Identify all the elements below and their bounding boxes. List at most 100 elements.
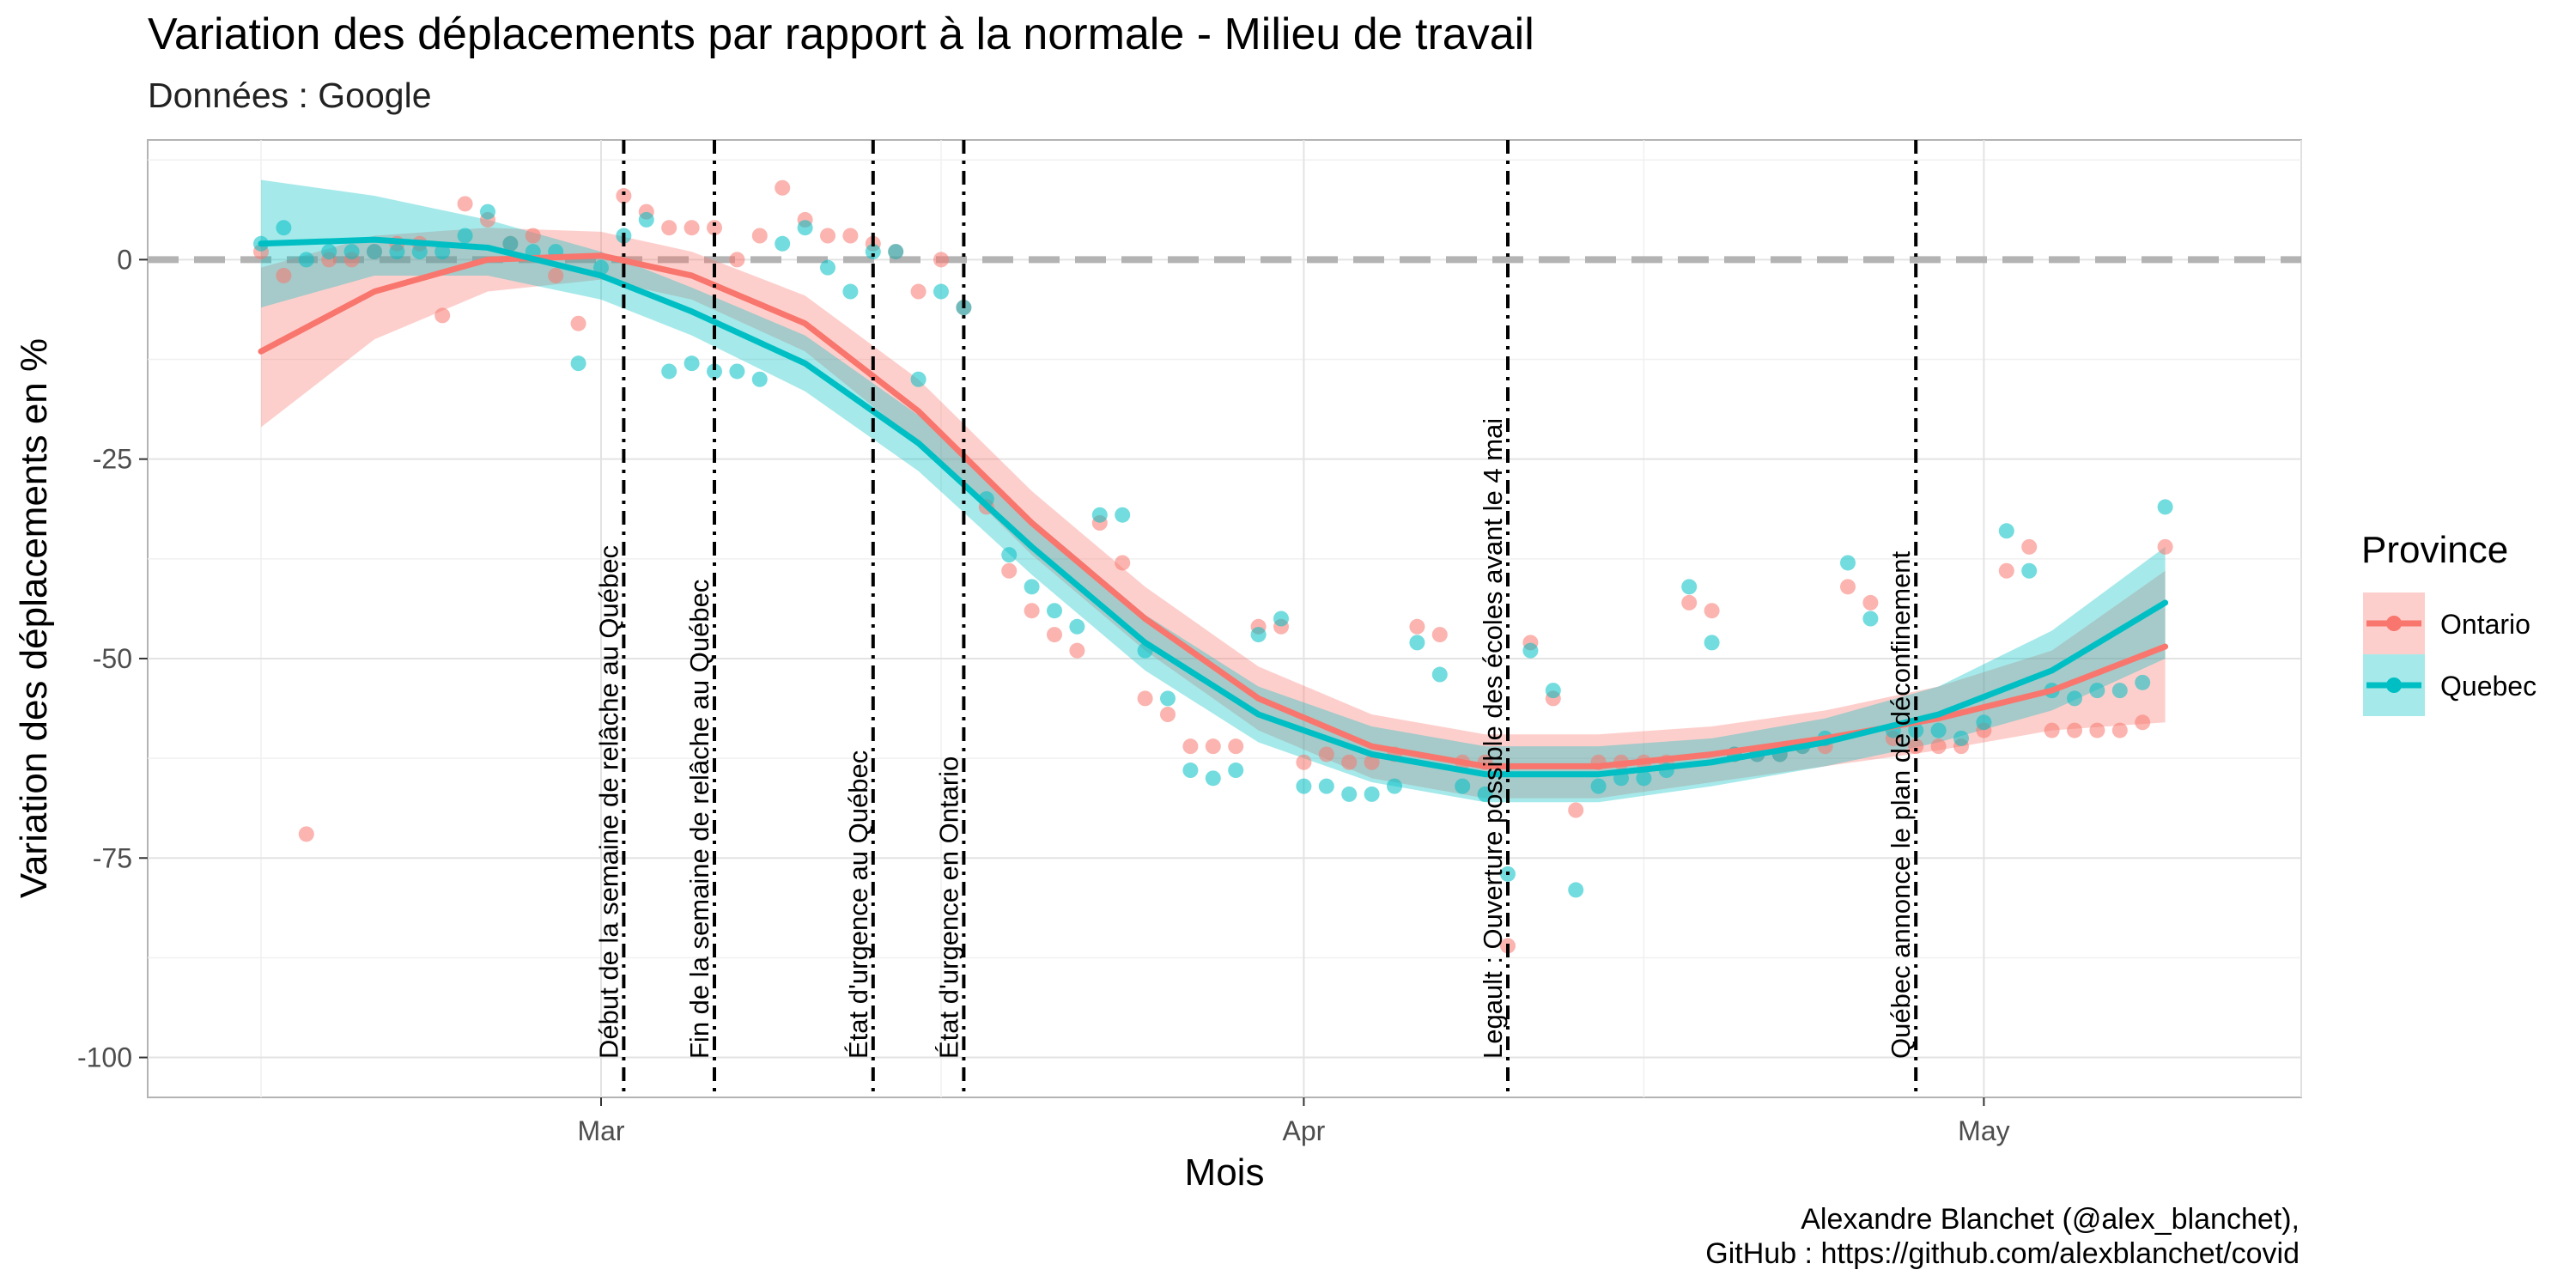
legend: Province Ontario Quebec [2361,529,2537,716]
event-label: Fin de la semaine de relâche au Québec [684,580,714,1059]
data-point-quebec [1091,507,1108,523]
data-point-quebec [2021,562,2038,579]
data-point-ontario [570,315,586,331]
data-point-ontario [1205,738,1221,755]
data-point-quebec [1160,690,1176,707]
data-point-ontario [729,252,745,268]
data-point-quebec [1115,507,1131,523]
x-axis-ticks: Mar Apr May [577,1097,2010,1146]
data-point-quebec [298,252,314,268]
data-point-quebec [1636,770,1652,787]
data-point-ontario [707,220,722,236]
data-point-ontario [1364,754,1380,770]
x-tick-label: Apr [1283,1115,1326,1146]
data-point-ontario [1431,627,1448,643]
data-point-quebec [842,283,859,300]
mobility-chart: Début de la semaine de relâche au Québec… [13,139,2537,1194]
data-point-quebec [367,244,382,260]
data-point-quebec [1431,666,1448,683]
data-point-ontario [842,228,859,244]
data-point-quebec [865,244,881,260]
x-axis-label: Mois [1185,1151,1265,1194]
data-point-quebec [1455,778,1471,794]
caption-source: GitHub : https://github.com/alexblanchet… [1705,1237,2300,1270]
y-tick-label: -75 [93,842,132,873]
data-point-ontario [1228,738,1244,755]
data-point-quebec [2135,674,2151,690]
data-point-ontario [457,196,473,212]
data-point-quebec [707,363,722,380]
data-point-quebec [933,283,949,300]
data-point-ontario [2021,538,2038,555]
data-point-ontario [1069,642,1085,659]
data-point-quebec [321,244,337,260]
legend-point-ontario [2386,616,2402,631]
data-point-quebec [797,220,813,236]
legend-label-quebec: Quebec [2440,671,2537,702]
y-axis-label: Variation des déplacements en % [13,338,55,898]
chart-caption: Alexandre Blanchet (@alex_blanchet), Git… [1705,1202,2300,1271]
data-point-quebec [1681,579,1698,595]
data-point-quebec [661,363,677,380]
chart-title: Variation des déplacements par rapport à… [148,9,1534,59]
data-point-quebec [1047,603,1062,619]
data-point-ontario [1296,754,1312,770]
data-point-ontario [276,267,292,283]
data-point-quebec [1522,642,1539,659]
data-point-quebec [457,228,473,244]
data-point-quebec [343,244,360,260]
data-point-ontario [1862,594,1879,611]
event-label: État d'urgence en Ontario [933,756,963,1059]
data-point-ontario [2135,714,2151,731]
event-lines: Début de la semaine de relâche au Québec… [593,140,1918,1097]
event-label: Legault : Ouverture possible des écoles … [1478,418,1508,1059]
data-point-quebec [820,259,835,276]
data-point-quebec [1590,778,1607,794]
y-tick-label: -50 [93,643,132,674]
data-point-ontario [1409,618,1425,635]
data-point-quebec [1364,786,1380,802]
data-point-ontario [2067,722,2082,738]
data-point-quebec [751,371,768,387]
data-point-quebec [1273,611,1289,627]
data-point-ontario [1840,579,1856,595]
data-point-quebec [1296,778,1312,794]
grid-major [148,140,2301,1097]
data-point-quebec [1998,523,2014,539]
data-point-quebec [570,355,586,372]
data-point-ontario [2044,722,2060,738]
data-point-quebec [2111,683,2128,699]
data-point-quebec [1250,627,1267,643]
data-point-quebec [434,244,451,260]
data-point-ontario [1908,738,1924,755]
data-point-quebec [1862,611,1879,627]
smoothed-fit-lines [258,236,2169,778]
data-point-quebec [1341,786,1358,802]
data-point-ontario [434,307,451,324]
data-point-ontario [616,188,632,204]
data-point-quebec [2067,690,2082,707]
data-point-quebec [411,244,428,260]
event-label: État d'urgence au Québec [843,750,873,1059]
y-tick-label: -100 [77,1042,132,1073]
legend-point-quebec [2386,677,2402,693]
data-point-ontario [1115,555,1131,571]
data-point-quebec [1840,555,1856,571]
data-point-quebec [1001,547,1018,563]
data-point-quebec [389,244,405,260]
data-point-ontario [751,228,768,244]
data-point-quebec [1409,635,1425,651]
data-point-ontario [548,267,564,283]
data-point-quebec [1069,618,1085,635]
data-point-quebec [888,244,904,260]
data-point-ontario [1318,746,1334,762]
data-point-quebec [1182,762,1199,779]
data-point-ontario [1160,707,1176,722]
legend-label-ontario: Ontario [2440,609,2530,640]
event-label: Québec annonce le plan de déconfinement [1886,550,1916,1059]
data-point-quebec [2089,683,2105,699]
data-point-quebec [2157,499,2173,515]
data-point-quebec [1205,770,1221,787]
x-tick-label: May [1958,1115,2009,1146]
data-point-quebec [502,235,519,252]
